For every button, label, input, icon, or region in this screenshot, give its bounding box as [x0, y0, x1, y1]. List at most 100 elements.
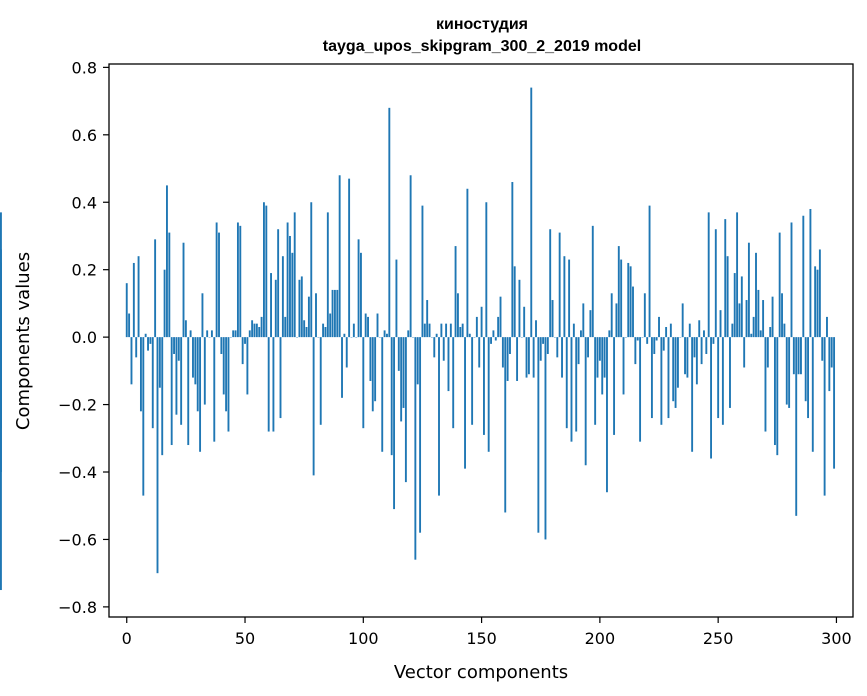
bar-91	[341, 337, 343, 398]
bar-212	[627, 262, 630, 338]
bar-65	[279, 337, 282, 419]
bar-63	[274, 279, 277, 338]
bar-280	[788, 337, 791, 408]
bar-193	[582, 303, 585, 338]
bar-29	[194, 337, 197, 385]
bar-112	[390, 337, 393, 456]
bar-191	[577, 337, 580, 365]
bar-208	[617, 246, 620, 338]
bar-4	[135, 337, 138, 358]
bar-161	[506, 337, 509, 381]
bar-271	[766, 337, 769, 368]
bar-285	[800, 337, 802, 375]
bar-11	[151, 337, 154, 429]
bar-25	[184, 320, 187, 338]
bar-78	[310, 202, 313, 338]
bar-289	[809, 208, 812, 338]
y-tick-label: −0.6	[58, 530, 97, 549]
bar-199	[596, 337, 599, 378]
bar-200	[598, 337, 601, 361]
bar-267	[757, 289, 760, 338]
bar-284	[797, 337, 800, 375]
bar-98	[357, 239, 360, 338]
bar-134	[442, 337, 445, 361]
bar-189	[572, 323, 575, 338]
bar-14	[158, 337, 161, 388]
bar-235	[681, 303, 684, 338]
bar-156	[494, 337, 497, 341]
bar-82	[319, 337, 322, 425]
bar-266	[755, 252, 757, 338]
bar-225	[658, 316, 660, 338]
bar-236	[684, 337, 686, 375]
bar-276	[778, 232, 781, 338]
bar-172	[532, 337, 535, 378]
bar-132	[438, 337, 440, 496]
bar-31	[199, 337, 202, 452]
x-tick-label: 250	[703, 629, 734, 648]
bar-270	[764, 337, 767, 432]
bar-275	[776, 337, 779, 456]
bar-273	[771, 296, 774, 338]
bar-50	[244, 337, 246, 344]
bar-224	[655, 337, 658, 341]
bar-73	[298, 279, 301, 338]
bar-119	[407, 330, 410, 338]
bar-51	[246, 337, 249, 395]
bar-239	[691, 337, 694, 452]
bar-8	[144, 333, 147, 338]
bar-205	[610, 293, 613, 338]
bar-104	[371, 337, 374, 412]
bar-198	[594, 337, 597, 425]
bar-80	[315, 293, 317, 338]
bar-176	[542, 337, 545, 344]
bar-183	[558, 232, 561, 338]
bar-6	[139, 337, 142, 412]
bar-33	[203, 337, 206, 405]
bar-250	[717, 337, 720, 419]
bar-131	[435, 333, 438, 338]
bar-71	[293, 212, 296, 338]
bar-13	[156, 337, 159, 574]
bar-254	[726, 256, 729, 338]
bar-201	[601, 337, 604, 395]
bar-17	[166, 185, 168, 338]
bar-180	[551, 300, 554, 338]
bar-192	[580, 330, 582, 338]
bar-136	[447, 337, 450, 392]
bar-221	[648, 205, 651, 338]
plot-frame	[108, 63, 854, 618]
y-tick-label: −0.8	[58, 598, 97, 617]
bar-160	[504, 337, 507, 513]
y-tick-label: 0.2	[72, 261, 97, 280]
bar-85	[326, 212, 329, 338]
bar-109	[383, 330, 386, 338]
bar-288	[807, 337, 809, 419]
bar-292	[816, 269, 819, 338]
x-axis-label: Vector components	[394, 662, 568, 683]
bar-20	[173, 337, 175, 354]
bar-48	[239, 225, 242, 338]
bar-171	[530, 87, 533, 338]
bar-18	[168, 232, 171, 338]
bar-21	[175, 337, 178, 415]
bar-295	[823, 337, 826, 496]
bar-141	[459, 327, 462, 338]
bar-274	[773, 337, 776, 446]
bar-152	[485, 202, 488, 338]
bar-278	[783, 323, 786, 338]
bar-34	[206, 330, 209, 338]
bar-37	[213, 337, 216, 442]
bar-219	[643, 293, 646, 338]
bar-125	[421, 205, 424, 338]
bar-164	[513, 266, 516, 338]
bar-204	[608, 330, 611, 338]
bar-162	[509, 337, 511, 354]
bar-264	[750, 333, 753, 338]
bar-186	[565, 337, 568, 429]
bar-229	[667, 337, 670, 419]
bar-290	[811, 337, 814, 452]
bar-209	[620, 259, 623, 338]
bar-179	[549, 229, 552, 338]
bar-233	[676, 337, 679, 388]
